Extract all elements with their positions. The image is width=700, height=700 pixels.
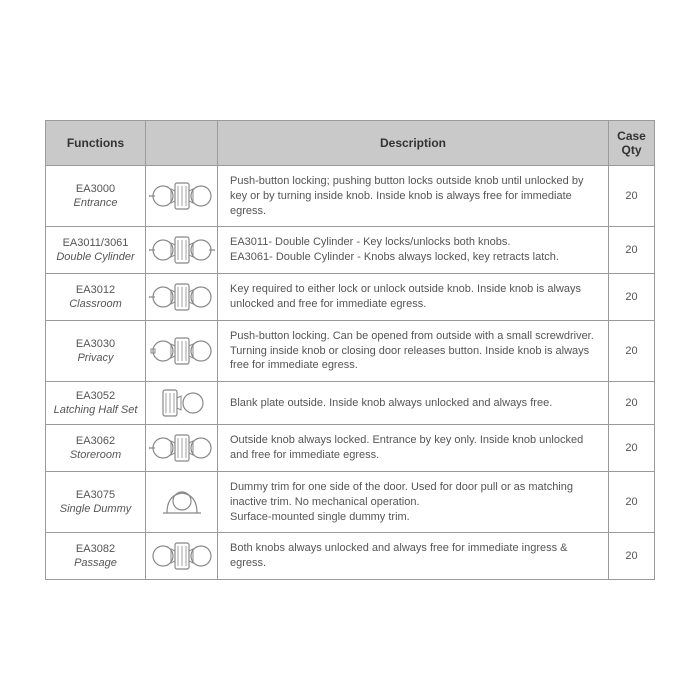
qty-cell: 20: [609, 165, 655, 227]
function-name: Privacy: [50, 352, 141, 364]
description-cell: EA3011- Double Cylinder - Key locks/unlo…: [218, 227, 609, 274]
qty-cell: 20: [609, 274, 655, 321]
description-cell: Dummy trim for one side of the door. Use…: [218, 471, 609, 533]
table-row: EA3012 Classroom Key required to either l…: [46, 274, 655, 321]
functions-table: Functions Description Case Qty EA3000 Ent…: [45, 120, 655, 580]
function-code: EA3030: [50, 338, 141, 350]
knob-diagram-icon: [146, 227, 218, 274]
qty-cell: 20: [609, 227, 655, 274]
knob-diagram-icon: [146, 165, 218, 227]
description-cell: Push-button locking; pushing button lock…: [218, 165, 609, 227]
function-cell: EA3011/3061 Double Cylinder: [46, 227, 146, 274]
knob-diagram-icon: [146, 425, 218, 472]
function-code: EA3062: [50, 435, 141, 447]
description-cell: Key required to either lock or unlock ou…: [218, 274, 609, 321]
function-cell: EA3000 Entrance: [46, 165, 146, 227]
description-cell: Outside knob always locked. Entrance by …: [218, 425, 609, 472]
table-row: EA3000 Entrance Push-button locking; push…: [46, 165, 655, 227]
header-description: Description: [218, 120, 609, 165]
knob-diagram-icon: [146, 274, 218, 321]
description-cell: Blank plate outside. Inside knob always …: [218, 382, 609, 425]
table-row: EA3082 Passage Both knobs always unlocked…: [46, 533, 655, 580]
function-cell: EA3082 Passage: [46, 533, 146, 580]
table-row: EA3052 Latching Half Set Blank plate outs…: [46, 382, 655, 425]
knob-diagram-icon: [146, 320, 218, 382]
function-cell: EA3012 Classroom: [46, 274, 146, 321]
function-code: EA3052: [50, 390, 141, 402]
function-name: Single Dummy: [50, 503, 141, 515]
function-cell: EA3052 Latching Half Set: [46, 382, 146, 425]
table-row: EA3030 Privacy Push-button locking. Can b…: [46, 320, 655, 382]
description-cell: Both knobs always unlocked and always fr…: [218, 533, 609, 580]
function-name: Double Cylinder: [50, 251, 141, 263]
function-name: Entrance: [50, 197, 141, 209]
table-row: EA3062 Storeroom Outside knob always lock…: [46, 425, 655, 472]
header-qty: Case Qty: [609, 120, 655, 165]
function-code: EA3011/3061: [50, 237, 141, 249]
table-row: EA3011/3061 Double Cylinder EA3011- Doubl…: [46, 227, 655, 274]
function-cell: EA3062 Storeroom: [46, 425, 146, 472]
function-name: Latching Half Set: [50, 404, 141, 416]
function-name: Passage: [50, 557, 141, 569]
header-functions: Functions: [46, 120, 146, 165]
qty-cell: 20: [609, 425, 655, 472]
function-code: EA3082: [50, 543, 141, 555]
function-code: EA3000: [50, 183, 141, 195]
qty-cell: 20: [609, 320, 655, 382]
header-icon: [146, 120, 218, 165]
qty-cell: 20: [609, 533, 655, 580]
qty-cell: 20: [609, 471, 655, 533]
function-cell: EA3075 Single Dummy: [46, 471, 146, 533]
description-cell: Push-button locking. Can be opened from …: [218, 320, 609, 382]
function-cell: EA3030 Privacy: [46, 320, 146, 382]
function-name: Storeroom: [50, 449, 141, 461]
knob-diagram-icon: [146, 533, 218, 580]
function-name: Classroom: [50, 298, 141, 310]
table-header-row: Functions Description Case Qty: [46, 120, 655, 165]
knob-diagram-icon: [146, 471, 218, 533]
function-code: EA3075: [50, 489, 141, 501]
qty-cell: 20: [609, 382, 655, 425]
function-code: EA3012: [50, 284, 141, 296]
knob-diagram-icon: [146, 382, 218, 425]
table-row: EA3075 Single Dummy Dummy trim for one si…: [46, 471, 655, 533]
